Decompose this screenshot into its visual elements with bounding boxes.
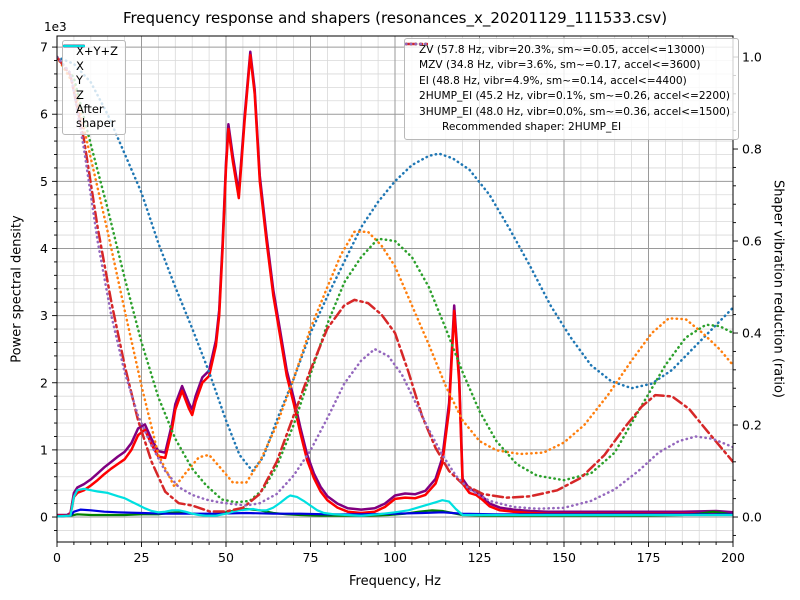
series-line-hump2 <box>57 55 733 513</box>
series-line-x <box>57 53 733 517</box>
legend-item-label: EI (48.8 Hz, vibr=4.9%, sm~=0.14, accel<… <box>419 74 687 87</box>
y-left-tick-labels: 0 1 2 3 4 5 6 7 <box>40 40 48 525</box>
legend-shapers: ZV (57.8 Hz, vibr=20.3%, sm~=0.05, accel… <box>404 38 739 141</box>
tick-label: 175 <box>637 550 661 565</box>
legend-item-label: X <box>76 58 84 73</box>
legend-item-ei: EI (48.8 Hz, vibr=4.9%, sm~=0.14, accel<… <box>405 42 730 89</box>
axis-ticks <box>52 38 738 547</box>
legend-item-label: Y <box>76 73 84 88</box>
tick-label: 100 <box>383 550 407 565</box>
tick-label: 50 <box>218 550 234 565</box>
tick-label: 7 <box>40 40 48 55</box>
legend-item-label: 3HUMP_EI (48.0 Hz, vibr=0.0%, sm~=0.36, … <box>419 105 730 118</box>
y-right-tick-labels: 0.0 0.2 0.4 0.6 0.8 1.0 <box>742 50 762 525</box>
legend-line-sample-hump3 <box>405 42 428 46</box>
y-axis-left-label: Power spectral density <box>9 215 25 363</box>
series-line-after <box>57 487 733 518</box>
tick-label: 150 <box>552 550 576 565</box>
legend-item-x: X <box>63 44 118 74</box>
tick-label: 6 <box>40 107 48 122</box>
series-line-zv <box>57 55 733 473</box>
legend-line-sample-after <box>63 44 85 48</box>
chart-title: Frequency response and shapers (resonanc… <box>122 9 668 27</box>
tick-label: 0.0 <box>742 510 762 525</box>
tick-label: 0.4 <box>742 326 762 341</box>
tick-label: 75 <box>303 550 319 565</box>
tick-label: 1 <box>40 442 48 457</box>
series-line-mzv <box>57 55 733 489</box>
legend-item-label: MZV (34.8 Hz, vibr=3.6%, sm~=0.17, accel… <box>419 59 701 72</box>
series-lines <box>57 50 733 518</box>
legend-item-zv: ZV (57.8 Hz, vibr=20.3%, sm~=0.05, accel… <box>405 42 730 58</box>
tick-label: 0.6 <box>742 234 762 249</box>
tick-label: 5 <box>40 174 48 189</box>
x-tick-labels: 0 25 50 75 100 125 150 175 200 <box>53 550 745 565</box>
tick-label: 3 <box>40 308 48 323</box>
tick-label: 200 <box>721 550 745 565</box>
tick-label: 0 <box>53 550 61 565</box>
legend-item-label: ZV (57.8 Hz, vibr=20.3%, sm~=0.05, accel… <box>419 43 705 56</box>
legend-item-label: 2HUMP_EI (45.2 Hz, vibr=0.1%, sm~=0.26, … <box>419 90 730 103</box>
tick-label: 0.8 <box>742 142 762 157</box>
legend-item-y: Y <box>63 44 118 88</box>
series-line-ei <box>57 55 733 504</box>
legend-item-z: Z <box>63 44 118 103</box>
tick-label: 2 <box>40 375 48 390</box>
tick-label: 0.2 <box>742 418 762 433</box>
legend-footer-recommended-shaper: Recommended shaper: 2HUMP_EI <box>442 121 622 134</box>
tick-label: 0 <box>40 510 48 525</box>
legend-item-hump3: 3HUMP_EI (48.0 Hz, vibr=0.0%, sm~=0.36, … <box>405 42 730 120</box>
y-axis-right-label: Shaper vibration reduction (ratio) <box>770 180 786 398</box>
legend-item-label: Z <box>76 87 84 102</box>
x-axis-label: Frequency, Hz <box>348 574 442 589</box>
tick-label: 125 <box>468 550 492 565</box>
series-line-hump3 <box>57 55 733 510</box>
tick-label: 25 <box>134 550 150 565</box>
legend-item-mzv: MZV (34.8 Hz, vibr=3.6%, sm~=0.17, accel… <box>405 42 730 73</box>
legend-series: X+Y+Z X Y Z After shaper <box>62 40 127 136</box>
tick-label: 4 <box>40 241 48 256</box>
y-axis-offset-text: 1e3 <box>44 20 67 34</box>
legend-item-hump2: 2HUMP_EI (45.2 Hz, vibr=0.1%, sm~=0.26, … <box>405 42 730 104</box>
tick-label: 1.0 <box>742 50 762 65</box>
legend-item-after: After shaper <box>63 44 118 130</box>
legend-item-label: X+Y+Z <box>76 44 119 58</box>
legend-item-label: After shaper <box>76 102 116 130</box>
